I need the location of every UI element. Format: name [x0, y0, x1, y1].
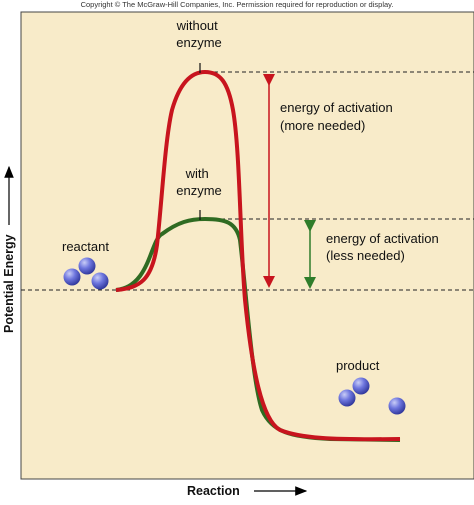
reactant-molecule — [78, 257, 96, 275]
product-molecule — [388, 397, 406, 415]
reactant-molecules — [63, 257, 109, 290]
with-enzyme-label: with enzyme — [176, 166, 222, 198]
product-label: product — [336, 358, 380, 373]
product-molecule — [338, 389, 356, 407]
reactant-molecule — [91, 272, 109, 290]
svg-text:Potential Energy: Potential Energy — [2, 234, 16, 333]
svg-text:Reaction: Reaction — [187, 484, 240, 498]
copyright-notice: Copyright © The McGraw-Hill Companies, I… — [80, 0, 394, 9]
activation-more-label: energy of activation (more needed) — [280, 100, 396, 133]
without-enzyme-curve — [115, 69, 401, 442]
activation-less-label: energy of activation (less needed) — [326, 231, 442, 263]
x-axis-title: Reaction — [187, 484, 308, 498]
reactant-label: reactant — [62, 239, 109, 254]
product-molecules — [338, 377, 406, 415]
reactant-molecule — [63, 268, 81, 286]
product-molecule — [352, 377, 370, 395]
without-enzyme-label: without enzyme — [176, 18, 222, 50]
y-axis-title: Potential Energy — [2, 165, 16, 333]
